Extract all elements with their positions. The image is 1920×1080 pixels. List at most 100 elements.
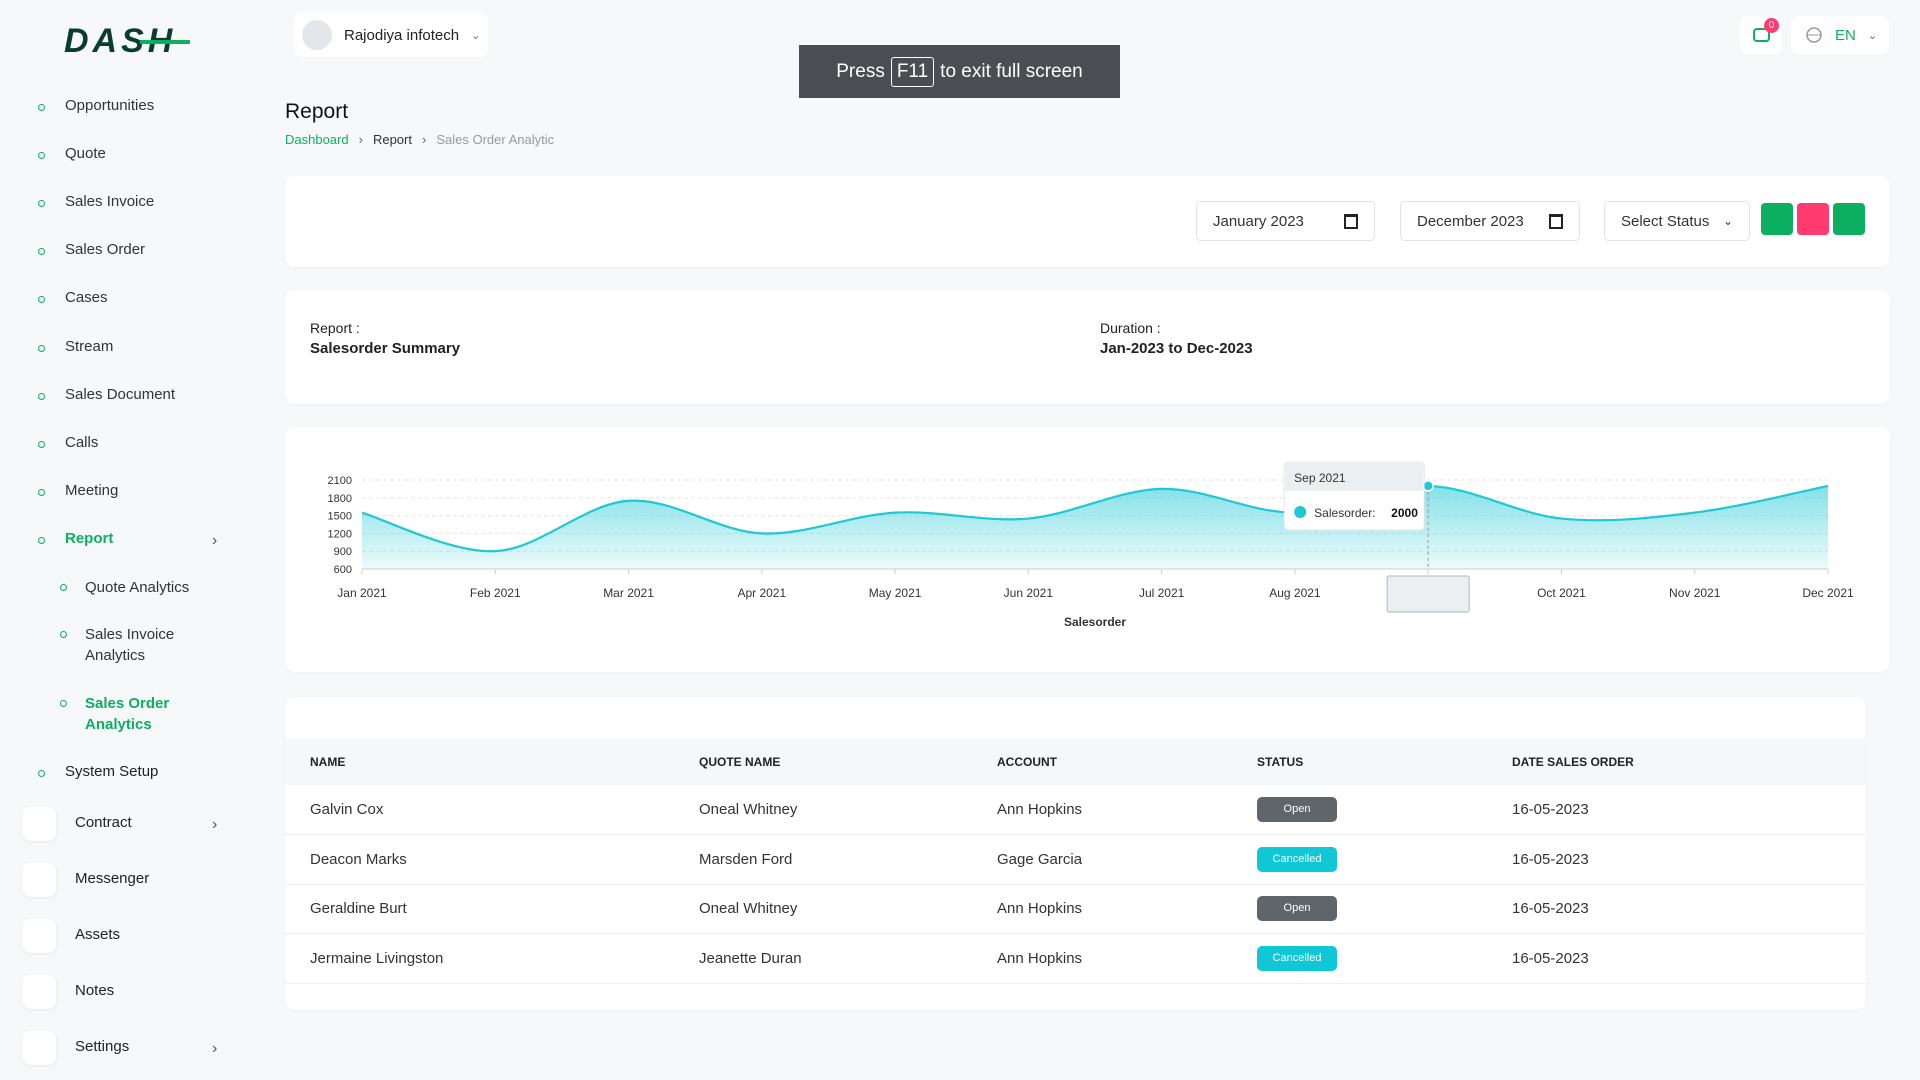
table-cell: 16-05-2023	[1512, 850, 1589, 868]
menu-icon	[22, 1031, 56, 1065]
start-date-value: January 2023	[1213, 212, 1304, 230]
table-cell: Deacon Marks	[310, 850, 407, 868]
page-title: Report	[285, 100, 349, 123]
menu-item[interactable]: Sales Document	[65, 385, 176, 403]
company-name: Rajodiya infotech	[344, 26, 460, 44]
menu-icon	[22, 807, 56, 841]
table-cell: Geraldine Burt	[310, 900, 407, 917]
table-cell: 16-05-2023	[1512, 900, 1589, 917]
sidebar: Opportunities Quote Sales Invoice Sales Ord…	[0, 0, 250, 1080]
menu-item[interactable]: Opportunities	[65, 97, 155, 114]
table-header-row	[285, 738, 1866, 785]
submenu-chevron: ›	[212, 1040, 218, 1057]
end-date[interactable]: December 2023	[1400, 201, 1580, 241]
menu-bullet	[38, 770, 45, 777]
submenu-item[interactable]: Quote Analytics	[85, 579, 190, 596]
table-cell: Marsden Ford	[699, 850, 793, 868]
reset-button[interactable]	[1797, 203, 1829, 235]
download-button[interactable]	[1833, 203, 1865, 235]
menu-item[interactable]: Sales Invoice	[65, 193, 155, 211]
calendar-icon	[1549, 213, 1563, 229]
menu-icon	[22, 919, 56, 953]
menu-bullet	[38, 440, 45, 448]
menu-bullet	[38, 296, 45, 304]
table-cell: Gage Garcia	[997, 850, 1083, 868]
report-value: Salesorder Summary	[310, 340, 461, 357]
duration-label: Duration :	[1100, 320, 1161, 336]
avatar	[302, 20, 332, 50]
menu-item[interactable]: Stream	[65, 337, 114, 355]
notice-text: Press	[836, 60, 885, 82]
submenu-chevron: ›	[212, 816, 218, 833]
menu-bullet	[38, 104, 45, 111]
duration-value: Jan-2023 to Dec-2023	[1100, 340, 1253, 357]
submenu-item[interactable]: Sales Invoice Analytics	[85, 626, 175, 664]
table-cell: 16-05-2023	[1512, 801, 1589, 818]
table-cell: 16-05-2023	[1512, 949, 1589, 967]
menu-item[interactable]: Calls	[65, 433, 99, 451]
calendar-icon	[1344, 213, 1358, 229]
menu-item[interactable]: Notes	[75, 982, 115, 999]
logo-underline	[140, 40, 190, 44]
notice-key: F11	[890, 56, 935, 87]
table-cell: Ann Hopkins	[997, 801, 1083, 818]
table-row	[285, 785, 1866, 835]
menu-item[interactable]: Contract	[75, 814, 132, 831]
table-row	[285, 884, 1866, 934]
status-badge: Cancelled	[1257, 846, 1337, 872]
menu-bullet	[38, 248, 45, 256]
menu-item[interactable]: Assets	[75, 926, 121, 943]
table-cell: Oneal Whitney	[699, 801, 798, 818]
submenu-item[interactable]: Sales Order Analytics	[85, 695, 170, 733]
breadcrumb-item: Sales Order Analytic	[436, 132, 555, 147]
breadcrumb-item[interactable]: Report	[372, 132, 412, 147]
breadcrumb-item[interactable]: Dashboard	[285, 132, 349, 147]
menu-item[interactable]: Report	[65, 529, 114, 547]
language: EN	[1835, 26, 1856, 44]
menu-bullet	[38, 152, 45, 160]
dropdown-caret: ⌄	[1722, 214, 1733, 228]
column-header: ACCOUNT	[997, 755, 1057, 769]
table-card: NAME QUOTE NAME ACCOUNT STATUS DATE SALES OR…	[285, 697, 1866, 1010]
menu-item[interactable]: Meeting	[65, 481, 119, 499]
column-header: QUOTE NAME	[699, 755, 781, 769]
table-cell: Galvin Cox	[310, 801, 384, 818]
company-selector[interactable]: Rajodiya infotech ⌄	[294, 13, 488, 57]
table-row	[285, 934, 1866, 984]
report-label: Report :	[310, 320, 360, 336]
breadcrumb-separator: ›	[421, 132, 427, 147]
menu-item[interactable]: System Setup	[65, 763, 159, 780]
table-cell: Jeanette Duran	[699, 949, 802, 967]
menu-bullet	[38, 536, 45, 544]
notification-button[interactable]: 0	[1740, 16, 1782, 54]
menu-item[interactable]: Sales Order	[65, 241, 146, 259]
table-cell: Oneal Whitney	[699, 900, 798, 917]
chat-icon	[1753, 28, 1770, 42]
table-row	[285, 835, 1866, 885]
column-header: STATUS	[1257, 755, 1304, 769]
menu-bullet	[38, 488, 45, 496]
search-button[interactable]	[1761, 203, 1793, 235]
menu-icon	[22, 863, 56, 897]
menu-bullet	[60, 700, 67, 707]
menu-item[interactable]: Cases	[65, 289, 108, 307]
menu-item[interactable]: Quote	[65, 145, 106, 163]
menu-bullet	[60, 584, 67, 591]
summary-card: Report : Salesorder Summary Duration : J…	[285, 290, 1890, 404]
notification-badge: 0	[1764, 18, 1779, 33]
globe-icon	[1806, 27, 1822, 43]
table-cell: Ann Hopkins	[997, 949, 1083, 967]
status-select[interactable]: Select Status ⌄	[1604, 201, 1750, 241]
language-selector[interactable]: EN ⌄	[1791, 16, 1889, 54]
menu-item[interactable]: Messenger	[75, 870, 150, 887]
start-date[interactable]: January 2023	[1196, 201, 1375, 241]
end-date-value: December 2023	[1417, 212, 1524, 230]
menu-bullet	[38, 392, 45, 400]
column-header: DATE SALES ORDER	[1512, 755, 1634, 769]
status-badge: Open	[1257, 797, 1337, 822]
fullscreen-notice: Press F11 to exit full screen	[799, 45, 1120, 98]
dropdown-caret: ⌄	[1867, 29, 1878, 42]
menu-item[interactable]: Settings	[75, 1038, 130, 1055]
